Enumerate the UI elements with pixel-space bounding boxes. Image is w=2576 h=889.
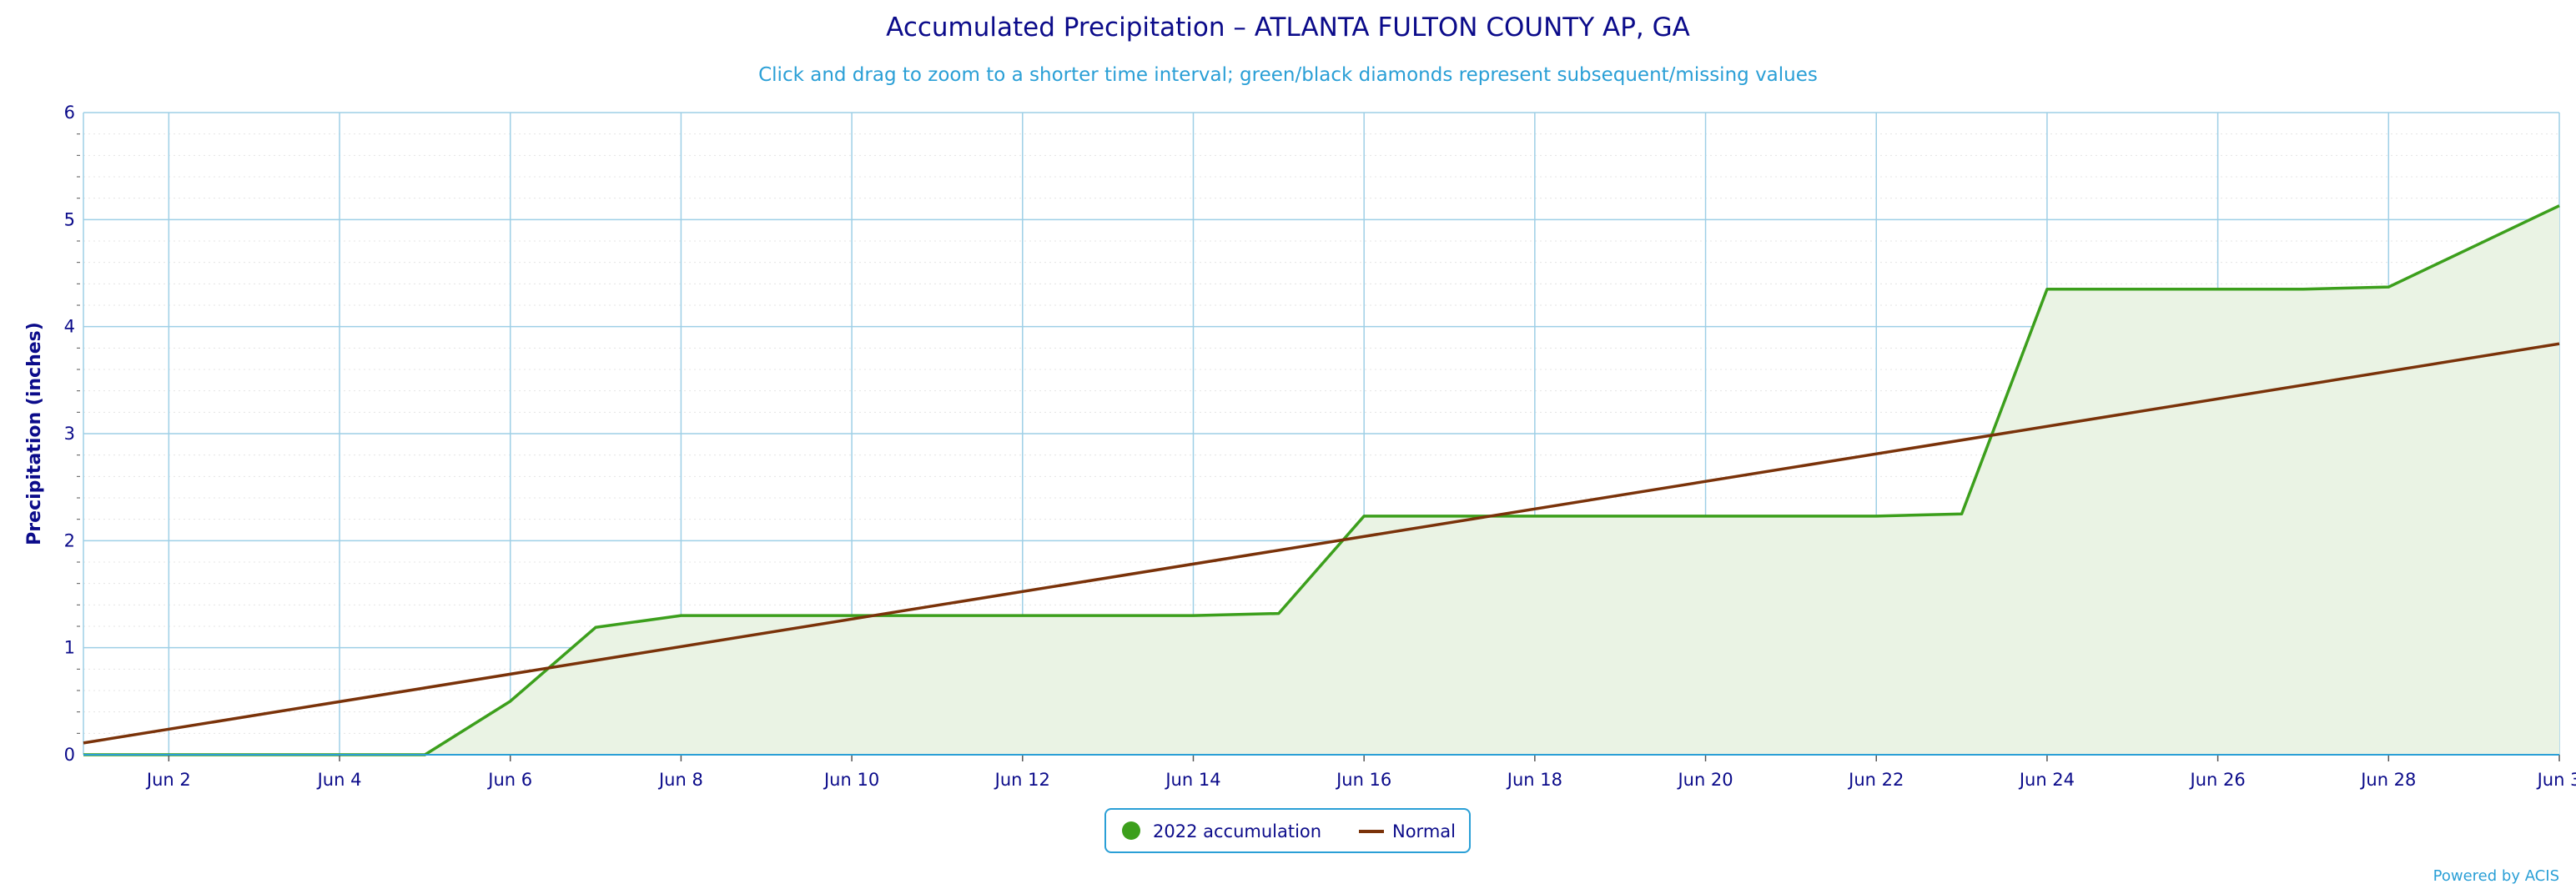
x-ticks: Jun 2 Jun 4 Jun 6 Jun 8 Jun 10 Jun 12 Jun 14 Ju…	[145, 770, 2576, 790]
y-tick-label: 5	[64, 209, 75, 229]
area-layer	[83, 205, 2559, 755]
x-tick-label: Jun 10	[823, 770, 879, 790]
y-tick-label: 0	[64, 745, 75, 765]
x-tick-label: Jun 4	[316, 770, 362, 790]
x-tick-label: Jun 28	[2359, 770, 2416, 790]
credit-link[interactable]: Powered by ACIS	[2433, 867, 2559, 885]
line-layer	[83, 204, 2560, 756]
series-line-normal	[83, 342, 2560, 745]
series-area-2022-accumulation	[83, 205, 2559, 755]
axis	[77, 133, 2560, 761]
legend-item-normal[interactable]: Normal	[1359, 821, 1456, 841]
chart-title: Accumulated Precipitation – ATLANTA FULT…	[886, 13, 1690, 43]
legend[interactable]: 2022 accumulation Normal	[1104, 808, 1471, 853]
x-tick-label: Jun 16	[1335, 770, 1391, 790]
x-tick-label: Jun 6	[486, 770, 532, 790]
legend-swatch-2022-accumulation	[1122, 821, 1140, 840]
y-tick-label: 4	[64, 317, 75, 337]
x-tick-label: Jun 2	[145, 770, 191, 790]
legend-label-normal: Normal	[1392, 821, 1456, 841]
legend-label-2022-accumulation: 2022 accumulation	[1153, 821, 1321, 841]
x-tick-label: Jun 14	[1164, 770, 1220, 790]
y-tick-label: 2	[64, 530, 75, 550]
x-tick-label: Jun 8	[657, 770, 703, 790]
legend-box	[1104, 808, 1471, 853]
y-tick-label: 1	[64, 638, 75, 658]
x-tick-label: Jun 18	[1506, 770, 1562, 790]
x-tick-label: Jun 24	[2018, 770, 2075, 790]
x-tick-label: Jun 3	[2536, 770, 2576, 790]
y-axis-label: Precipitation (inches)	[24, 322, 45, 545]
y-tick-label: 6	[64, 103, 75, 123]
y-ticks: 0 1 2 3 4 5 6	[64, 103, 75, 765]
x-tick-label: Jun 26	[2189, 770, 2246, 790]
x-tick-label: Jun 20	[1676, 770, 1733, 790]
y-tick-label: 3	[64, 424, 75, 444]
x-tick-label: Jun 12	[994, 770, 1050, 790]
legend-item-2022-accumulation[interactable]: 2022 accumulation	[1122, 821, 1321, 841]
series-line-2022-accumulation	[83, 204, 2560, 756]
x-tick-label: Jun 22	[1847, 770, 1904, 790]
chart-subtitle: Click and drag to zoom to a shorter time…	[758, 64, 1818, 86]
